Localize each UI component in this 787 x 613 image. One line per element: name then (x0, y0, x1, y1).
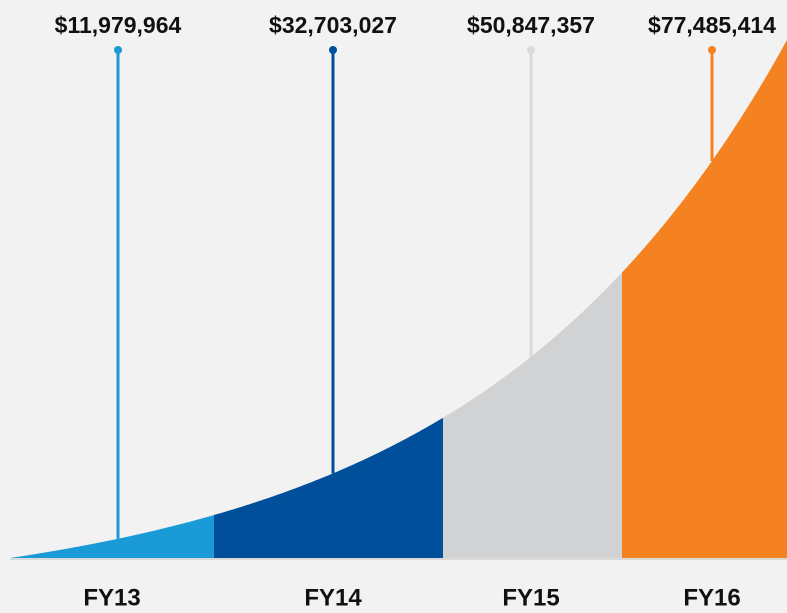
category-label: FY15 (502, 584, 559, 611)
category-label: FY13 (83, 584, 140, 611)
area-segment (622, 40, 787, 558)
pin-dot (708, 46, 716, 54)
pin-dot (527, 46, 535, 54)
pin-dot (114, 46, 122, 54)
area-segment (443, 272, 622, 558)
value-label: $32,703,027 (269, 12, 397, 38)
category-label: FY16 (683, 584, 740, 611)
value-label: $11,979,964 (55, 12, 182, 38)
pin-dot (329, 46, 337, 54)
value-label: $50,847,357 (467, 12, 595, 38)
value-label: $77,485,414 (648, 12, 776, 38)
area-segment (214, 417, 443, 558)
category-label: FY14 (304, 584, 362, 611)
area-segment (10, 515, 214, 558)
